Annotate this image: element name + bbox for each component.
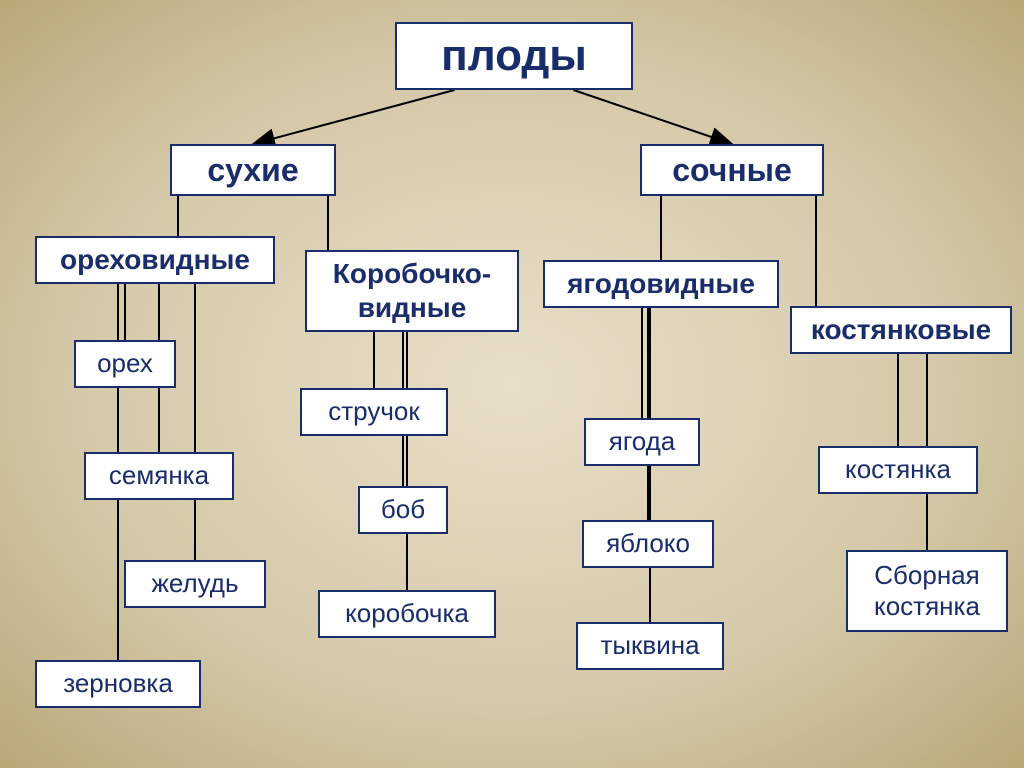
node-capsule: коробочка [318,590,496,638]
node-aggdrupe: Сборная костянка [846,550,1008,632]
node-pod: стручок [300,388,448,436]
node-acorn: желудь [124,560,266,608]
node-pepo: тыквина [576,622,724,670]
node-nut: орех [74,340,176,388]
node-bean: боб [358,486,448,534]
node-dry: сухие [170,144,336,196]
node-apple: яблоко [582,520,714,568]
node-drupe: костянка [818,446,978,494]
node-juicy: сочные [640,144,824,196]
node-grain: зерновка [35,660,201,708]
node-berry: ягода [584,418,700,466]
node-berrylike: ягодовидные [543,260,779,308]
node-nutlike: ореховидные [35,236,275,284]
node-achene: семянка [84,452,234,500]
node-root: плоды [395,22,633,90]
node-drupelike: костянковые [790,306,1012,354]
node-boxlike: Коробочко- видные [305,250,519,332]
